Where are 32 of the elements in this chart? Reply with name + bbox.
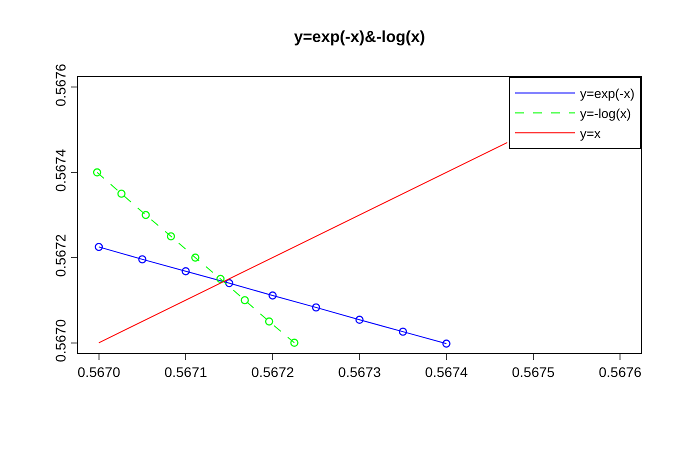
point [398, 328, 408, 336]
x-tick-label: 0.5675 [512, 364, 555, 380]
point [94, 242, 103, 252]
point [225, 279, 234, 288]
point [93, 168, 102, 177]
point [265, 317, 274, 326]
legend-label: y=exp(-x) [580, 86, 635, 102]
x-tick-label: 0.5670 [77, 364, 120, 380]
point [240, 296, 249, 304]
x-tick-label: 0.5674 [424, 364, 468, 380]
x-tick-label: 0.5676 [598, 364, 642, 380]
y-tick-label: 0.5672 [52, 234, 68, 277]
point [442, 340, 450, 348]
y-tick-label: 0.5674 [52, 148, 68, 192]
point [355, 316, 364, 324]
legend-label: y=-log(x) [580, 106, 631, 121]
point [117, 190, 126, 198]
point [182, 267, 190, 276]
point [290, 338, 298, 347]
point [166, 232, 176, 240]
y-tick-label: 0.5676 [52, 64, 68, 107]
x-tick-label: 0.5673 [338, 364, 382, 380]
x-tick-label: 0.5672 [251, 364, 294, 380]
point [268, 291, 277, 300]
point [191, 253, 200, 262]
point [312, 303, 320, 312]
point [142, 210, 150, 220]
point [138, 255, 146, 264]
chart-title: y=exp(-x)&-log(x) [294, 28, 426, 46]
legend-label: y=x [580, 126, 602, 141]
point [216, 274, 225, 283]
x-tick-label: 0.5671 [164, 364, 208, 380]
